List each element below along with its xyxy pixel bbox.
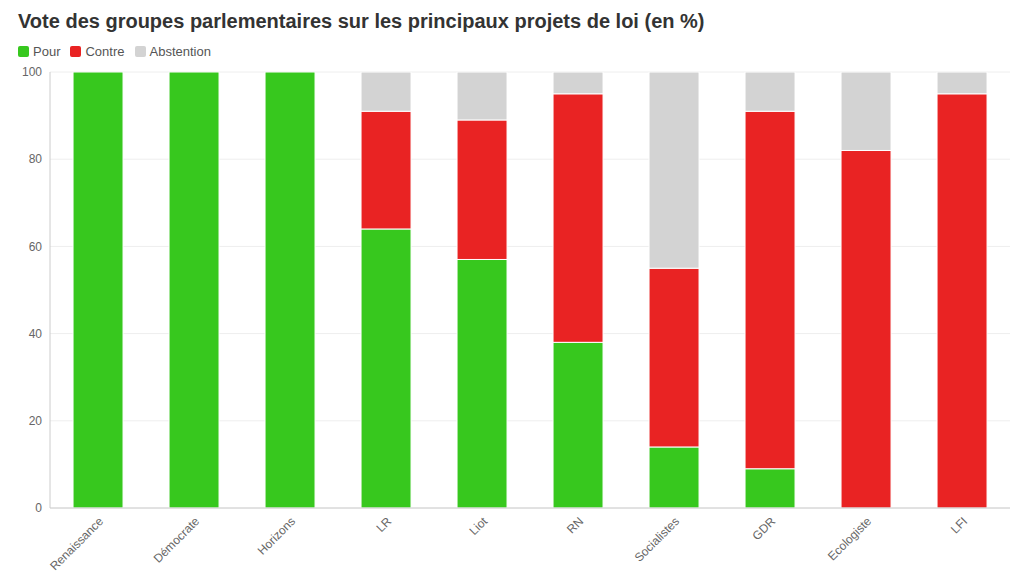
- svg-text:20: 20: [29, 414, 43, 428]
- svg-text:Ecologiste: Ecologiste: [825, 514, 874, 563]
- html-text:Pour: Pour: [33, 43, 61, 59]
- svg-text:LFI: LFI: [948, 514, 970, 536]
- html-text:Vote des groupes parlementaire: Vote des groupes parlementaires sur les …: [18, 10, 705, 32]
- svg-text:GDR: GDR: [749, 514, 778, 543]
- svg-text:LR: LR: [373, 514, 394, 535]
- svg-text:Renaissance: Renaissance: [47, 514, 106, 573]
- svg-text:80: 80: [29, 152, 43, 166]
- svg-text:Socialistes: Socialistes: [632, 514, 682, 564]
- svg-text:60: 60: [29, 240, 43, 254]
- svg-text:Démocrate: Démocrate: [151, 514, 203, 566]
- svg-text:Liot: Liot: [467, 514, 491, 538]
- html-text:Abstention: Abstention: [149, 43, 211, 59]
- svg-text:40: 40: [29, 327, 43, 341]
- svg-text:100: 100: [22, 65, 42, 79]
- svg-text:0: 0: [35, 501, 42, 515]
- svg-text:Horizons: Horizons: [255, 514, 298, 557]
- html-text:Contre: Contre: [85, 43, 125, 59]
- svg-text:RN: RN: [564, 514, 586, 536]
